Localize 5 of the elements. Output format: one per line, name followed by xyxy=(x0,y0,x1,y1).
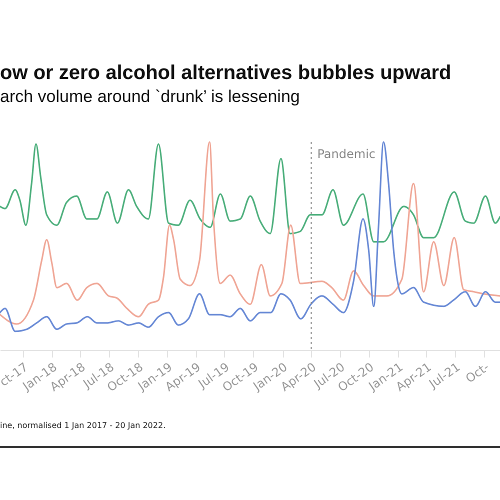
chart-subtitle: arch volume around `drunk’ is lessening xyxy=(0,87,300,106)
chart-title: ow or zero alcohol alternatives bubbles upward xyxy=(0,62,452,84)
x-tick-label: Oct- xyxy=(463,360,492,386)
text: ine, normalised 1 Jan 2017 - 20 Jan 2022. xyxy=(0,421,166,430)
ref-line-label: Pandemic xyxy=(317,147,376,161)
